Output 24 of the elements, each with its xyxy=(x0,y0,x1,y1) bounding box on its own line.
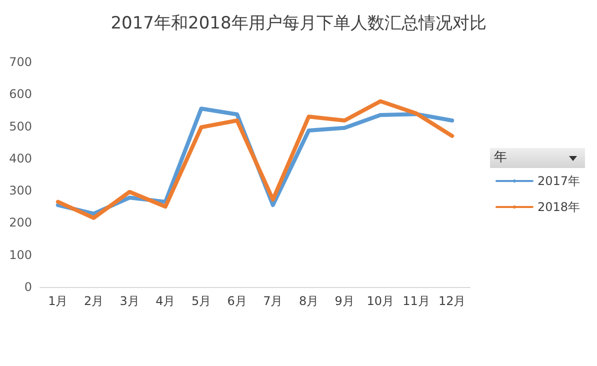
x-tick-label: 1月 xyxy=(48,294,68,308)
x-tick-label: 9月 xyxy=(334,294,354,308)
y-tick-label: 600 xyxy=(9,87,32,102)
x-tick-label: 10月 xyxy=(366,294,394,308)
x-tick-label: 5月 xyxy=(191,294,212,308)
x-tick-label: 12月 xyxy=(438,294,466,308)
chart-title: 2017年和2018年用户每月下单人数汇总情况对比 xyxy=(110,14,486,34)
x-tick-label: 3月 xyxy=(120,294,140,308)
x-tick-label: 8月 xyxy=(298,294,319,308)
legend-title: 年 xyxy=(494,150,507,165)
legend-label: 2018年 xyxy=(537,200,580,214)
y-tick-label: 100 xyxy=(9,248,32,262)
legend-label: 2017年 xyxy=(537,174,580,188)
y-tick-label: 300 xyxy=(9,184,32,198)
y-tick-label: 400 xyxy=(9,151,32,166)
x-tick-label: 2月 xyxy=(84,294,104,308)
y-tick-label: 0 xyxy=(24,280,32,294)
y-tick-label: 500 xyxy=(9,119,32,134)
x-tick-label: 7月 xyxy=(263,294,283,308)
x-tick-label: 4月 xyxy=(156,294,176,308)
x-tick-label: 6月 xyxy=(227,294,247,308)
x-tick-label: 11月 xyxy=(402,294,430,308)
y-tick-label: 200 xyxy=(9,216,32,230)
y-tick-label: 700 xyxy=(9,55,32,69)
